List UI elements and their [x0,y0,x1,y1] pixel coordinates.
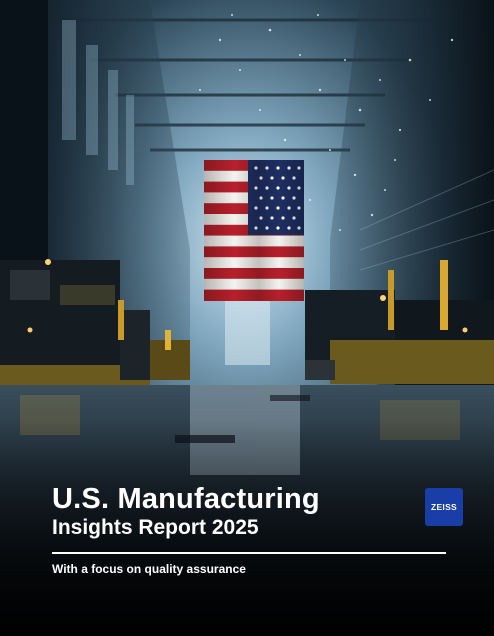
title-divider [52,552,446,554]
zeiss-logo: ZEISS [425,488,463,526]
title-line-2: Insights Report 2025 [52,516,259,539]
logo-wordmark: ZEISS [430,502,458,512]
title-line-1: U.S. Manufacturing [52,483,320,515]
report-title: U.S. Manufacturing Insights Report 2025 [52,483,452,541]
report-subtitle: With a focus on quality assurance [52,562,246,576]
